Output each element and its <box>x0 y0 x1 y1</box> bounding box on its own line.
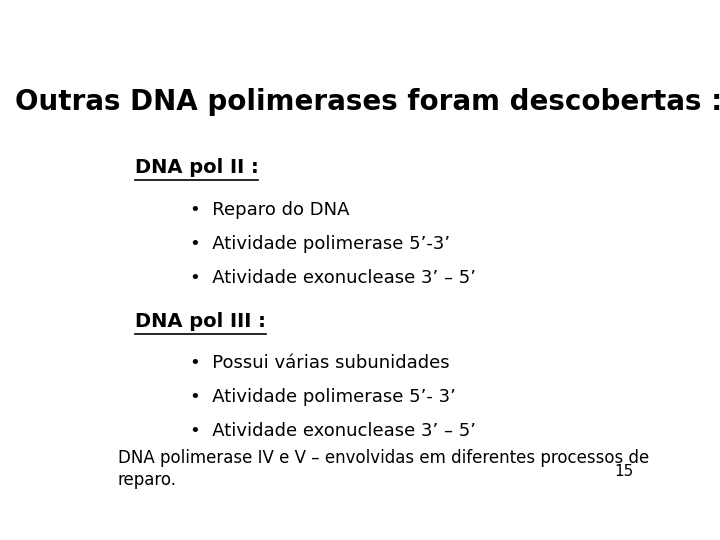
Text: DNA pol III :: DNA pol III : <box>135 312 266 331</box>
Text: •  Atividade polimerase 5’- 3’: • Atividade polimerase 5’- 3’ <box>190 388 456 406</box>
Text: •  Atividade polimerase 5’-3’: • Atividade polimerase 5’-3’ <box>190 235 451 253</box>
Text: 15: 15 <box>615 463 634 478</box>
Text: •  Atividade exonuclease 3’ – 5’: • Atividade exonuclease 3’ – 5’ <box>190 422 477 440</box>
Text: •  Possui várias subunidades: • Possui várias subunidades <box>190 354 450 372</box>
Text: reparo.: reparo. <box>118 471 177 489</box>
Text: Outras DNA polimerases foram descobertas :: Outras DNA polimerases foram descobertas… <box>15 87 720 116</box>
Text: DNA pol II :: DNA pol II : <box>135 158 258 177</box>
Text: DNA polimerase IV e V – envolvidas em diferentes processos de: DNA polimerase IV e V – envolvidas em di… <box>118 449 649 467</box>
Text: •  Reparo do DNA: • Reparo do DNA <box>190 201 350 219</box>
Text: •  Atividade exonuclease 3’ – 5’: • Atividade exonuclease 3’ – 5’ <box>190 269 477 287</box>
